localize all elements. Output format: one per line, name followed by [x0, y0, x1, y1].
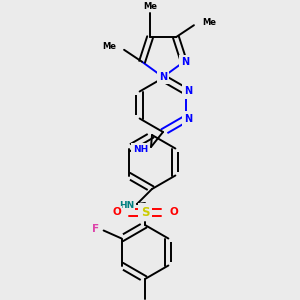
- Text: HN: HN: [119, 200, 134, 209]
- Text: N: N: [184, 113, 192, 124]
- Text: F: F: [92, 224, 100, 235]
- Text: N: N: [181, 57, 189, 67]
- Text: O: O: [169, 207, 178, 217]
- Text: O: O: [112, 207, 121, 217]
- Text: Me: Me: [102, 42, 116, 51]
- Text: Me: Me: [202, 18, 216, 27]
- Text: N: N: [159, 72, 167, 82]
- Text: NH: NH: [133, 145, 148, 154]
- Text: S: S: [141, 206, 149, 218]
- Text: N: N: [184, 86, 192, 97]
- Text: Me: Me: [143, 2, 157, 11]
